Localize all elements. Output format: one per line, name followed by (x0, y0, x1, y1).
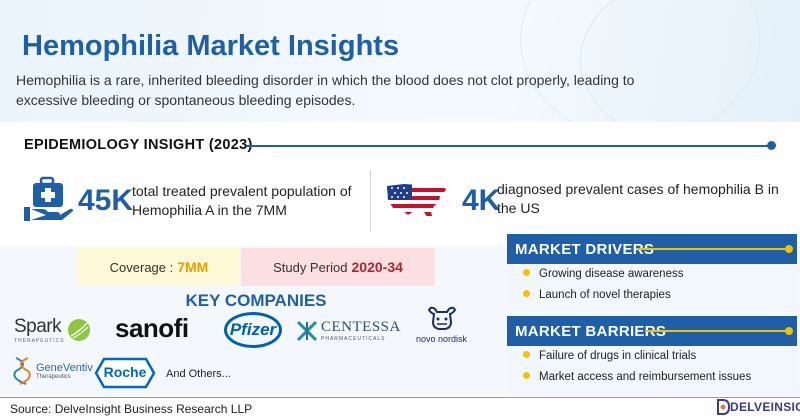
sanofi-logo-text: sanofi (115, 313, 189, 343)
driver-text: Growing disease awareness (539, 268, 684, 280)
spark-logo-text: Spark (14, 316, 62, 337)
market-drivers-title: MARKET DRIVERS (515, 241, 655, 258)
pfizer-logo-text: Pfizer (229, 320, 277, 339)
pfizer-logo: Pfizer (224, 312, 282, 348)
source-text: Source: DelveInsight Business Research L… (10, 402, 253, 416)
header-banner: Hemophilia Market Insights Hemophilia is… (0, 0, 800, 122)
study-period-value: 2020-34 (351, 259, 403, 275)
list-item: Market access and reimbursement issues (523, 371, 751, 383)
novo-nordisk-logo-text: novo nordisk (416, 334, 468, 344)
coverage-label: Coverage : (109, 259, 174, 275)
study-period-box: Study Period 2020-34 (241, 248, 435, 286)
geneventiv-logo-subtext: Therapeutics (36, 374, 71, 380)
apis-bull-icon (427, 306, 456, 330)
roche-logo (94, 357, 156, 389)
header-accent-line (645, 330, 787, 332)
market-drivers-header: MARKET DRIVERS (507, 234, 797, 264)
list-item: Growing disease awareness (523, 268, 683, 280)
epidemiology-title: EPIDEMIOLOGY INSIGHT (2023) (24, 137, 253, 153)
study-period-label: Study Period (273, 259, 348, 275)
market-drivers-panel: MARKET DRIVERS Growing disease awareness… (507, 234, 797, 310)
list-item: Failure of drugs in clinical trials (523, 350, 696, 362)
geneventiv-logo: GeneVentiv Therapeutics (12, 356, 93, 386)
spark-logo-subtext: THERAPEUTICS (14, 338, 65, 344)
delveinsight-mark-icon (717, 399, 730, 415)
header-accent-dot (785, 245, 793, 253)
stat-value-2: 4K (462, 184, 501, 217)
coverage-value: 7MM (177, 259, 209, 275)
header-accent-line (637, 248, 787, 250)
market-barriers-title: MARKET BARRIERS (515, 323, 667, 340)
geneventiv-logo-text: GeneVentiv (36, 362, 93, 374)
stat-divider (370, 170, 371, 232)
stat-text-1: total treated prevalent population of He… (132, 183, 352, 218)
section-divider-line (246, 145, 772, 147)
centessa-mark-icon (296, 320, 318, 341)
market-barriers-header: MARKET BARRIERS (507, 316, 797, 346)
driver-text: Launch of novel therapies (539, 289, 671, 301)
medical-kit-hand-icon (24, 176, 73, 221)
coverage-box: Coverage : 7MM (78, 248, 240, 286)
spark-logo: Spark THERAPEUTICS (14, 316, 91, 344)
key-companies-title: KEY COMPANIES (185, 291, 327, 310)
header-accent-dot (785, 327, 793, 335)
dna-helix-icon (13, 357, 31, 385)
delveinsight-logo-text: DELVEINSIGHT (730, 400, 800, 414)
us-flag-map-icon (387, 184, 446, 220)
centessa-logo: CENTESSA PHARMACEUTICALS (296, 319, 401, 342)
page-subtitle: Hemophilia is a rare, inherited bleeding… (16, 72, 635, 108)
section-divider-dot (767, 141, 776, 150)
and-others-text: And Others... (166, 368, 231, 380)
spark-leaf-icon (67, 319, 90, 341)
stat-value-1: 45K (78, 184, 134, 217)
market-barriers-panel: MARKET BARRIERS Failure of drugs in clin… (507, 316, 797, 394)
list-item: Launch of novel therapies (523, 289, 671, 301)
barrier-text: Market access and reimbursement issues (539, 371, 752, 383)
page-title: Hemophilia Market Insights (22, 30, 400, 62)
roche-logo-text: Roche (103, 364, 147, 380)
centessa-logo-subtext: PHARMACEUTICALS (321, 336, 386, 342)
delveinsight-logo: DELVEINSIGHT (716, 398, 800, 416)
sanofi-logo: sanofi (115, 313, 189, 344)
barrier-text: Failure of drugs in clinical trials (539, 350, 697, 362)
novo-nordisk-logo: novo nordisk (416, 304, 467, 344)
stat-text-2: diagnosed prevalent cases of hemophilia … (497, 181, 779, 216)
footer-divider (0, 397, 800, 398)
centessa-logo-text: CENTESSA (321, 319, 401, 335)
